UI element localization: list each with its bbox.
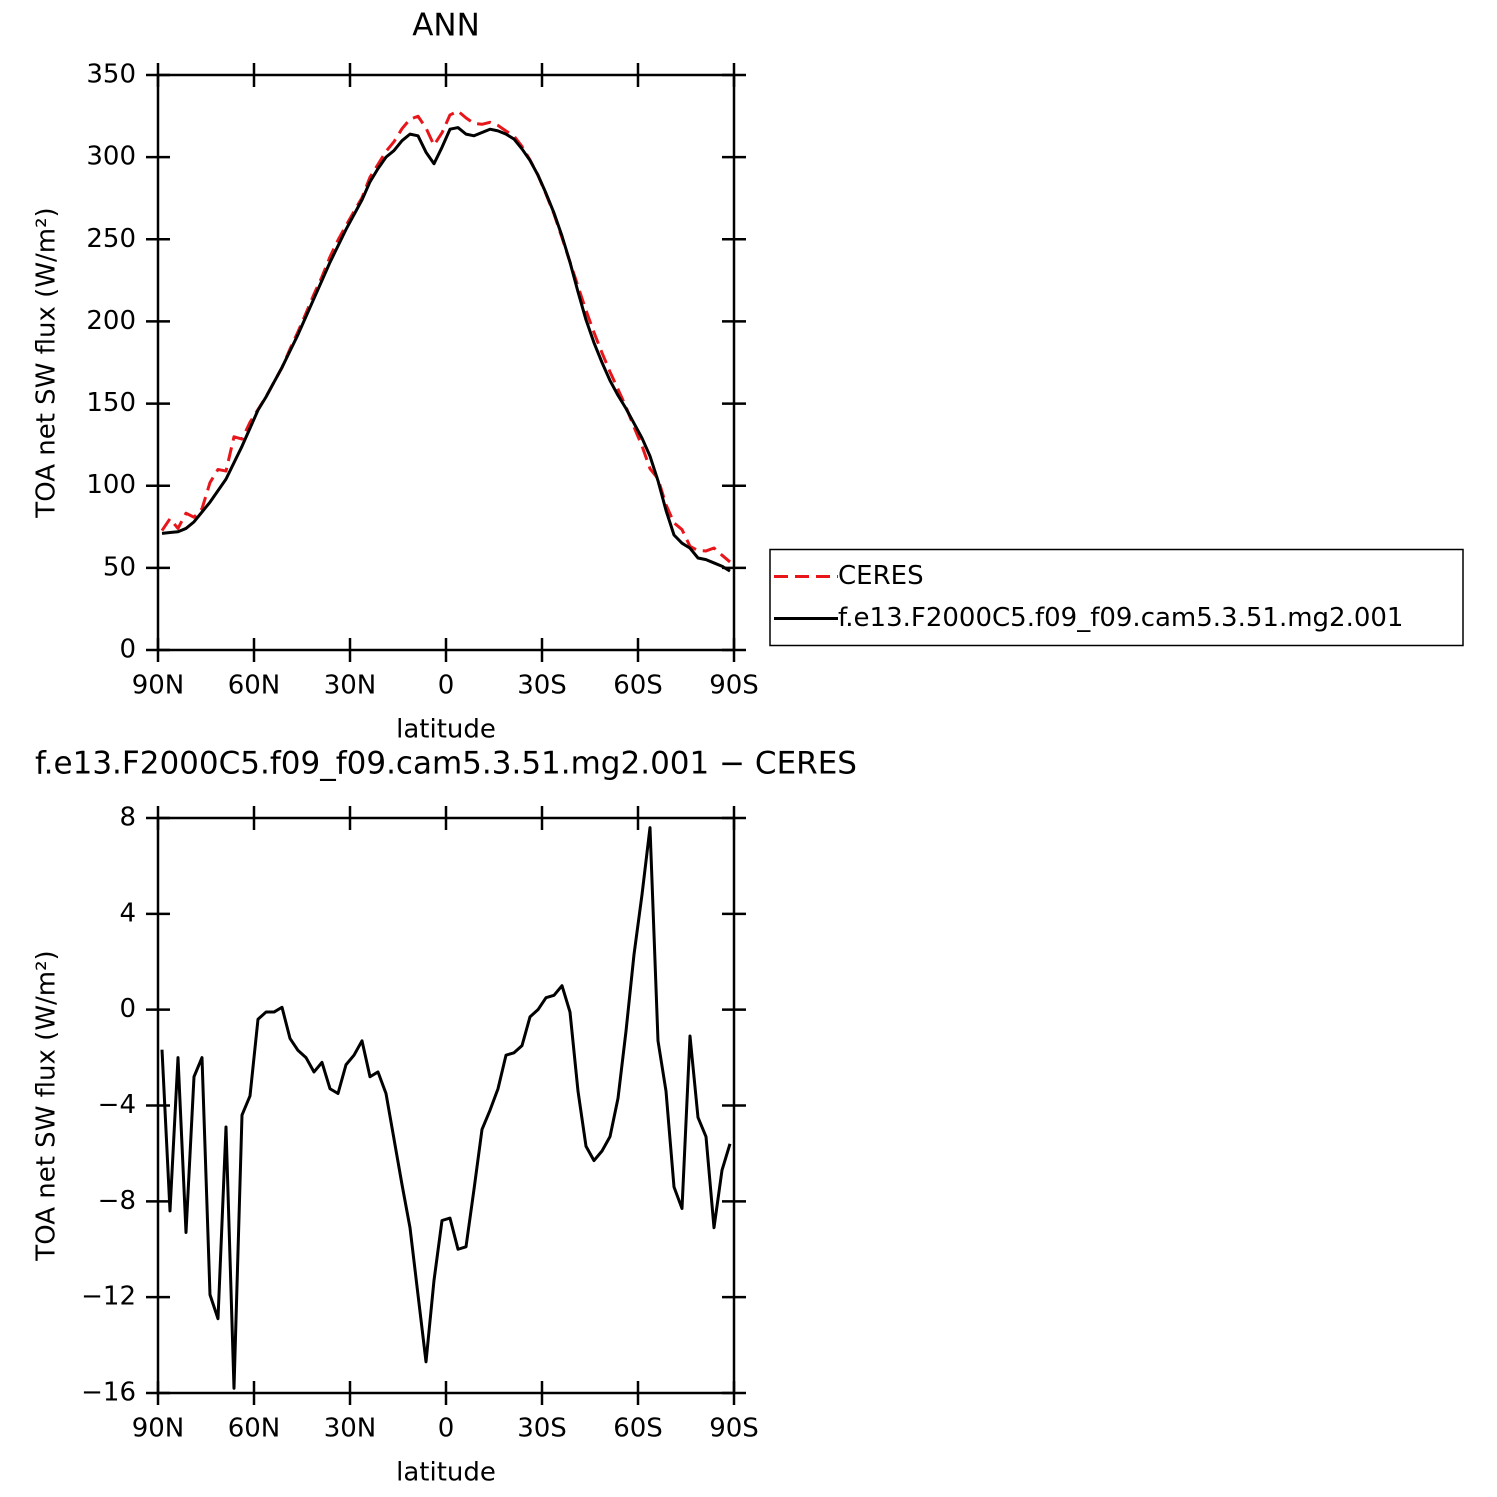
y-tick-label: 100 <box>86 470 136 500</box>
y-tick-label: 4 <box>119 898 136 928</box>
plot-frame <box>156 73 736 652</box>
y-tick-label: 150 <box>86 388 136 418</box>
x-tick-label: 30S <box>517 1414 567 1444</box>
y-tick-label: 8 <box>119 803 136 833</box>
chart-title: f.e13.F2000C5.f09_f09.cam5.3.51.mg2.001 … <box>35 746 857 782</box>
chart-title: ANN <box>412 8 480 44</box>
x-tick-label: 0 <box>438 1414 455 1444</box>
data-line <box>161 126 731 573</box>
y-tick-label: 50 <box>103 552 136 582</box>
y-tick-label: −12 <box>81 1282 136 1312</box>
y-tick-label: 200 <box>86 306 136 336</box>
y-tick-label: −8 <box>98 1186 136 1216</box>
x-tick-label: 60N <box>228 1414 281 1444</box>
x-tick-label: 90S <box>709 671 759 701</box>
y-tick-label: 300 <box>86 142 136 172</box>
x-tick-label: 60S <box>613 1414 663 1444</box>
x-tick-label: 60N <box>228 671 281 701</box>
x-tick-label: 30N <box>324 1414 377 1444</box>
y-tick-label: 250 <box>86 224 136 254</box>
data-line <box>160 826 732 1390</box>
x-tick-label: 60S <box>613 671 663 701</box>
y-tick-label: −16 <box>81 1378 136 1408</box>
y-tick-label: 0 <box>119 635 136 665</box>
y-axis-label: TOA net SW flux (W/m²) <box>32 207 62 518</box>
x-tick-label: 0 <box>438 671 455 701</box>
legend-label: CERES <box>838 561 924 591</box>
x-axis-label: latitude <box>396 715 496 745</box>
x-tick-label: 30S <box>517 671 567 701</box>
legend-box <box>769 548 1464 647</box>
x-tick-label: 90S <box>709 1414 759 1444</box>
x-axis-label: latitude <box>396 1458 496 1488</box>
y-tick-label: −4 <box>98 1090 136 1120</box>
y-tick-label: 350 <box>86 60 136 90</box>
x-tick-label: 90N <box>132 671 185 701</box>
data-line <box>160 109 731 564</box>
y-axis-label: TOA net SW flux (W/m²) <box>32 950 62 1261</box>
y-tick-label: 0 <box>119 994 136 1024</box>
x-tick-label: 90N <box>132 1414 185 1444</box>
x-tick-label: 30N <box>324 671 377 701</box>
legend-label: f.e13.F2000C5.f09_f09.cam5.3.51.mg2.001 <box>838 603 1403 633</box>
